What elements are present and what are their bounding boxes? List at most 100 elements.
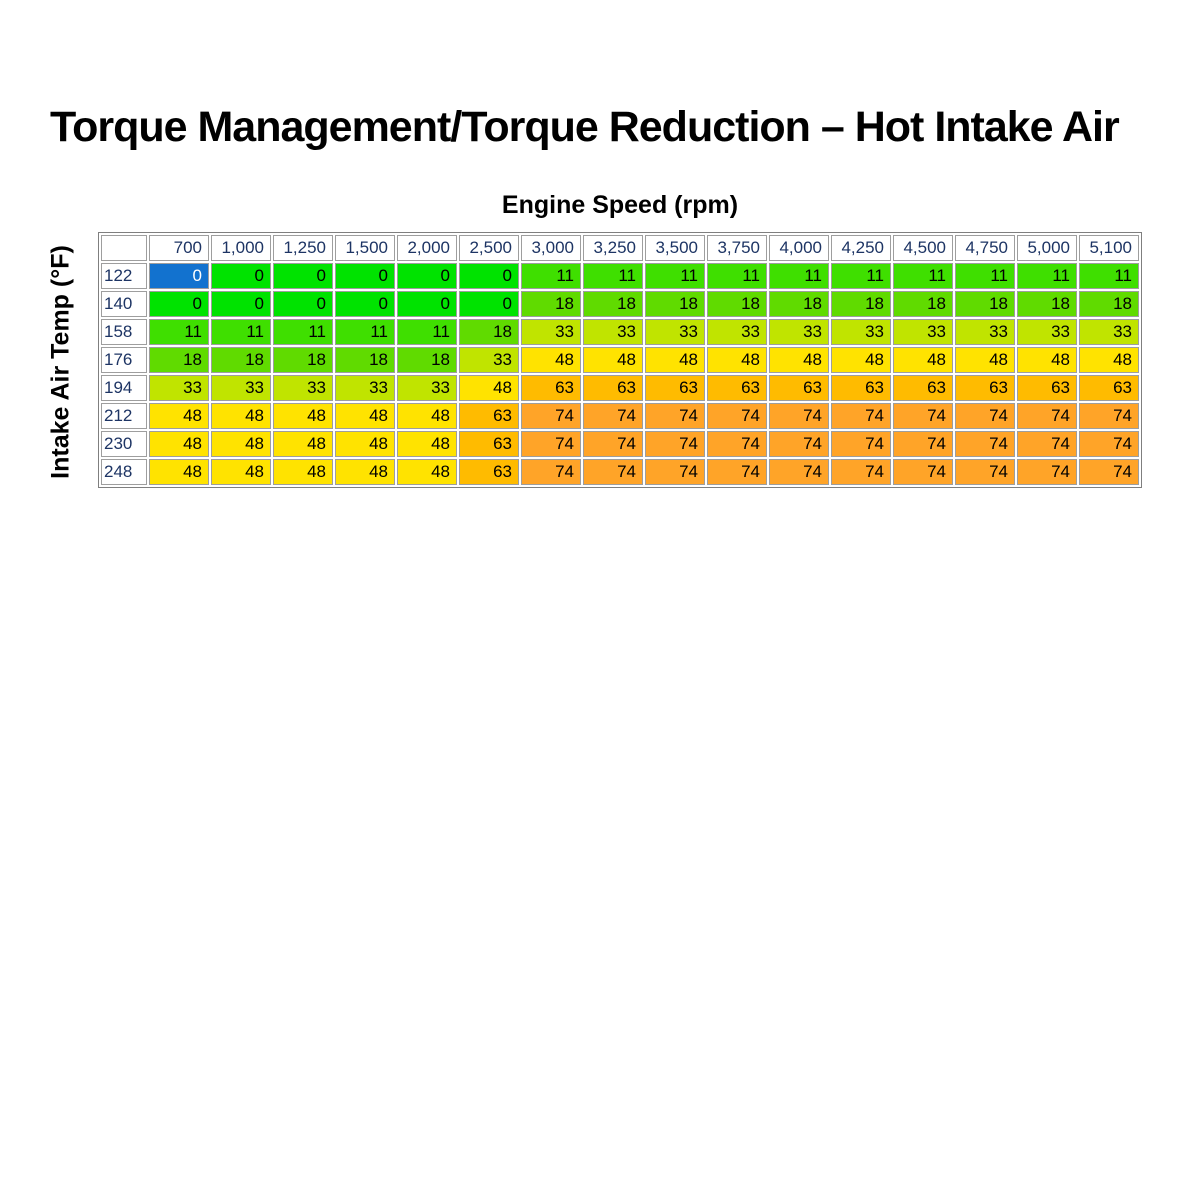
table-cell[interactable]: 18 xyxy=(831,291,891,317)
column-header[interactable]: 3,250 xyxy=(583,235,643,261)
table-cell[interactable]: 48 xyxy=(1017,347,1077,373)
table-cell[interactable]: 48 xyxy=(955,347,1015,373)
table-cell[interactable]: 11 xyxy=(211,319,271,345)
table-cell[interactable]: 33 xyxy=(583,319,643,345)
table-cell[interactable]: 18 xyxy=(893,291,953,317)
table-cell[interactable]: 74 xyxy=(893,431,953,457)
table-cell[interactable]: 48 xyxy=(149,459,209,485)
table-cell[interactable]: 48 xyxy=(211,403,271,429)
table-cell[interactable]: 74 xyxy=(521,459,581,485)
column-header[interactable]: 3,750 xyxy=(707,235,767,261)
table-cell[interactable]: 33 xyxy=(955,319,1015,345)
table-cell[interactable]: 0 xyxy=(459,291,519,317)
table-cell[interactable]: 74 xyxy=(1079,459,1139,485)
table-cell[interactable]: 63 xyxy=(459,459,519,485)
table-cell[interactable]: 74 xyxy=(893,459,953,485)
table-cell[interactable]: 18 xyxy=(521,291,581,317)
table-cell[interactable]: 33 xyxy=(707,319,767,345)
table-cell[interactable]: 33 xyxy=(335,375,395,401)
table-cell[interactable]: 74 xyxy=(521,403,581,429)
table-cell[interactable]: 74 xyxy=(583,459,643,485)
table-cell[interactable]: 74 xyxy=(1017,459,1077,485)
column-header[interactable]: 5,100 xyxy=(1079,235,1139,261)
table-cell[interactable]: 11 xyxy=(149,319,209,345)
table-cell[interactable]: 63 xyxy=(521,375,581,401)
table-cell[interactable]: 63 xyxy=(645,375,705,401)
table-cell[interactable]: 74 xyxy=(1079,403,1139,429)
table-cell[interactable]: 11 xyxy=(397,319,457,345)
table-cell[interactable]: 33 xyxy=(397,375,457,401)
table-cell[interactable]: 18 xyxy=(1017,291,1077,317)
table-cell[interactable]: 33 xyxy=(149,375,209,401)
row-header[interactable]: 176 xyxy=(101,347,147,373)
table-cell[interactable]: 74 xyxy=(769,459,829,485)
table-cell[interactable]: 11 xyxy=(1079,263,1139,289)
column-header[interactable]: 4,750 xyxy=(955,235,1015,261)
table-cell[interactable]: 33 xyxy=(459,347,519,373)
table-cell[interactable]: 33 xyxy=(273,375,333,401)
table-cell[interactable]: 48 xyxy=(335,459,395,485)
table-cell[interactable]: 48 xyxy=(149,431,209,457)
table-cell[interactable]: 74 xyxy=(707,431,767,457)
table-cell[interactable]: 33 xyxy=(645,319,705,345)
table-cell[interactable]: 11 xyxy=(893,263,953,289)
table-cell[interactable]: 18 xyxy=(583,291,643,317)
table-cell[interactable]: 48 xyxy=(397,403,457,429)
table-cell[interactable]: 48 xyxy=(769,347,829,373)
table-cell[interactable]: 48 xyxy=(273,431,333,457)
table-cell[interactable]: 18 xyxy=(1079,291,1139,317)
table-cell[interactable]: 0 xyxy=(397,291,457,317)
table-cell[interactable]: 0 xyxy=(149,291,209,317)
table-cell[interactable]: 0 xyxy=(211,291,271,317)
table-cell[interactable]: 11 xyxy=(583,263,643,289)
table-cell[interactable]: 74 xyxy=(645,431,705,457)
table-cell[interactable]: 74 xyxy=(645,403,705,429)
table-cell[interactable]: 11 xyxy=(955,263,1015,289)
column-header[interactable]: 1,500 xyxy=(335,235,395,261)
column-header[interactable]: 1,250 xyxy=(273,235,333,261)
table-cell[interactable]: 11 xyxy=(645,263,705,289)
table-cell[interactable]: 11 xyxy=(831,263,891,289)
table-cell[interactable]: 18 xyxy=(397,347,457,373)
table-cell[interactable]: 33 xyxy=(1017,319,1077,345)
table-cell[interactable]: 63 xyxy=(831,375,891,401)
table-cell[interactable]: 74 xyxy=(583,431,643,457)
table-cell[interactable]: 48 xyxy=(149,403,209,429)
table-cell[interactable]: 48 xyxy=(831,347,891,373)
table-cell[interactable]: 74 xyxy=(831,431,891,457)
table-cell[interactable]: 74 xyxy=(707,459,767,485)
table-cell[interactable]: 18 xyxy=(335,347,395,373)
table-cell[interactable]: 74 xyxy=(955,403,1015,429)
table-cell[interactable]: 48 xyxy=(273,459,333,485)
table-cell[interactable]: 0 xyxy=(149,263,209,289)
table-cell[interactable]: 74 xyxy=(1017,403,1077,429)
table-cell[interactable]: 48 xyxy=(893,347,953,373)
row-header[interactable]: 212 xyxy=(101,403,147,429)
table-cell[interactable]: 74 xyxy=(831,403,891,429)
table-cell[interactable]: 33 xyxy=(769,319,829,345)
column-header[interactable]: 2,000 xyxy=(397,235,457,261)
table-cell[interactable]: 48 xyxy=(707,347,767,373)
table-cell[interactable]: 11 xyxy=(1017,263,1077,289)
table-cell[interactable]: 48 xyxy=(583,347,643,373)
table-cell[interactable]: 0 xyxy=(335,263,395,289)
table-cell[interactable]: 0 xyxy=(459,263,519,289)
column-header[interactable]: 4,000 xyxy=(769,235,829,261)
table-cell[interactable]: 48 xyxy=(397,459,457,485)
table-cell[interactable]: 0 xyxy=(273,263,333,289)
row-header[interactable]: 248 xyxy=(101,459,147,485)
table-cell[interactable]: 18 xyxy=(211,347,271,373)
table-cell[interactable]: 18 xyxy=(149,347,209,373)
column-header[interactable]: 3,000 xyxy=(521,235,581,261)
row-header[interactable]: 140 xyxy=(101,291,147,317)
table-cell[interactable]: 0 xyxy=(273,291,333,317)
table-cell[interactable]: 74 xyxy=(769,403,829,429)
table-cell[interactable]: 74 xyxy=(893,403,953,429)
table-cell[interactable]: 33 xyxy=(1079,319,1139,345)
table-cell[interactable]: 18 xyxy=(769,291,829,317)
row-header[interactable]: 158 xyxy=(101,319,147,345)
table-cell[interactable]: 74 xyxy=(1079,431,1139,457)
table-cell[interactable]: 48 xyxy=(645,347,705,373)
table-cell[interactable]: 48 xyxy=(459,375,519,401)
row-header[interactable]: 122 xyxy=(101,263,147,289)
